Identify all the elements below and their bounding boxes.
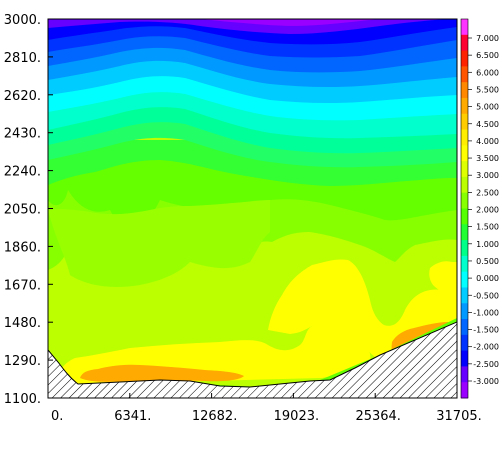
y-tick-label: 1290. [4, 354, 41, 369]
colorbar-swatch [461, 145, 468, 162]
colorbar-label: -2.500 [473, 360, 499, 369]
y-tick-label: 1860. [4, 240, 41, 255]
colorbar-swatch [461, 113, 468, 131]
colorbar-label: 4.000 [476, 137, 499, 146]
plot-area [48, 19, 457, 398]
fill-yellow-notch [429, 261, 457, 300]
colorbar-swatch [461, 50, 468, 67]
colorbar-label: 0.000 [476, 274, 499, 283]
fill-band-2 [48, 19, 457, 34]
fill-lime-left [48, 200, 270, 287]
colorbar-swatch [461, 303, 468, 320]
colorbar-swatch [461, 129, 468, 146]
colorbar-swatch [461, 271, 468, 288]
colorbar-swatch [461, 224, 468, 241]
colorbar-label: 6.000 [476, 68, 499, 77]
y-tick-label: 1100. [4, 392, 41, 407]
colorbar-label: 5.000 [476, 103, 499, 112]
colorbar-swatch [461, 161, 468, 178]
colorbar-label: -2.000 [473, 343, 499, 352]
colorbar-frame [460, 18, 469, 399]
colorbar-label: 5.500 [476, 85, 499, 94]
colorbar-label: 1.000 [476, 240, 499, 249]
colorbar-label: 1.500 [476, 223, 499, 232]
x-tick-label: 12682. [192, 409, 238, 424]
x-tick-label: 6341. [114, 409, 151, 424]
colorbar-swatch [461, 334, 468, 352]
colorbar-label: -1.500 [473, 326, 499, 335]
colorbar-label: 4.500 [476, 120, 499, 129]
colorbar-label: 2.500 [476, 188, 499, 197]
colorbar-swatch [461, 287, 468, 304]
y-tick-label: 2240. [4, 165, 41, 180]
y-tick-label: 1670. [4, 278, 41, 293]
colorbar-swatch [461, 97, 468, 115]
colorbar-label: -1.000 [473, 308, 499, 317]
colorbar: 7.000 6.500 6.000 5.500 5.000 4.500 4.000 3.500… [460, 18, 499, 399]
colorbar-swatch [461, 208, 468, 225]
y-tick-label: 2050. [4, 203, 41, 218]
colorbar-label: -3.000 [473, 377, 499, 386]
y-tick-label: 2430. [4, 127, 41, 142]
x-tick-label: 25364. [355, 409, 401, 424]
colorbar-label: 3.000 [476, 171, 499, 180]
colorbar-swatch [461, 319, 468, 336]
terrain-hatch [48, 321, 457, 398]
colorbar-swatch [461, 176, 468, 194]
colorbar-label: 7.000 [476, 34, 499, 43]
x-axis: 0. 6341. 12682. 19023. 25364. 31705. [47, 393, 482, 424]
colorbar-label: -0.500 [473, 291, 499, 300]
y-tick-label: 3000. [4, 13, 41, 28]
colorbar-swatch [461, 366, 468, 383]
x-tick-label: 19023. [274, 409, 320, 424]
colorbar-swatch [461, 382, 468, 399]
y-tick-label: 1480. [4, 316, 41, 331]
colorbar-label: 3.500 [476, 154, 499, 163]
x-tick-label: 0. [51, 409, 63, 424]
colorbar-swatch [461, 66, 468, 83]
colorbar-label: 6.500 [476, 51, 499, 60]
colorbar-swatch [461, 350, 468, 367]
colorbar-swatch [461, 34, 468, 52]
colorbar-label: 0.500 [476, 257, 499, 266]
colorbar-swatch [461, 82, 468, 99]
colorbar-swatch [461, 240, 468, 257]
fill-orange-bottom [80, 364, 244, 382]
y-tick-label: 2620. [4, 89, 41, 104]
fill-band-1 [48, 19, 380, 26]
colorbar-swatch [461, 255, 468, 273]
colorbar-swatch [461, 192, 468, 209]
y-axis: 3000. 2810. 2620. 2430. 2240. 2050. 1860. 1670.… [4, 13, 53, 407]
y-tick-label: 2810. [4, 51, 41, 66]
colorbar-swatch [461, 19, 468, 36]
colorbar-label: 2.000 [476, 206, 499, 215]
x-tick-label: 31705. [436, 409, 482, 424]
